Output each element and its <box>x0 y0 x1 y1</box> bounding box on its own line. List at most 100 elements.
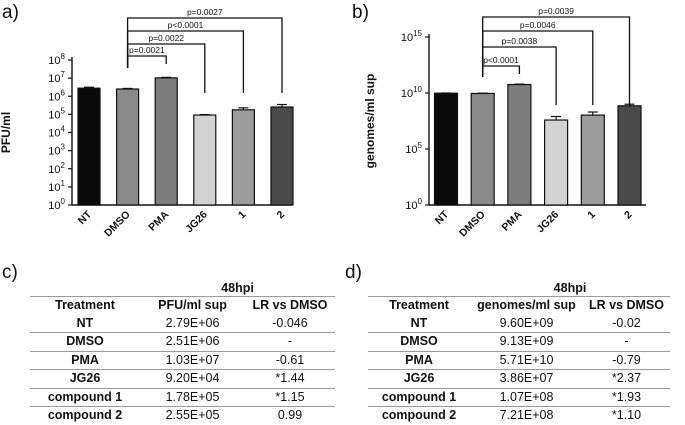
lr-cell: -0.02 <box>583 314 670 333</box>
table-row: PMA 1.03E+07 -0.61 <box>30 351 335 370</box>
value-cell: 5.71E+10 <box>470 351 583 370</box>
table-row: compound 2 7.21E+08 *1.10 <box>368 407 670 425</box>
lr-cell: -0.61 <box>245 351 335 370</box>
x-tick-label: DMSO <box>102 209 133 240</box>
value-cell: 3.86E+07 <box>470 369 583 389</box>
bar-dmso <box>115 88 140 206</box>
bar-pma <box>154 77 178 206</box>
y-axis-label: genomes/ml sup <box>363 74 377 169</box>
y-tick-label: 107 <box>48 70 65 85</box>
y-tick-label: 102 <box>48 161 65 176</box>
table-row: DMSO 2.51E+06- <box>30 332 335 352</box>
group-header: 48hpi <box>221 281 254 295</box>
p-value-label: p<0.0001 <box>483 55 519 65</box>
treatment-cell: compound 1 <box>368 388 470 407</box>
table-c-wrapper: 48hpi Treatment PFU/ml sup LR vs DMSO NT… <box>30 280 335 425</box>
bar-1 <box>580 114 605 206</box>
treatment-cell: JG26 <box>368 369 470 389</box>
y-tick-label: 100 <box>48 197 65 212</box>
table-row: PMA 5.71E+10 -0.79 <box>368 351 670 370</box>
y-tick-label: 100 <box>405 197 422 212</box>
bar-charts-figure: 100 101 102 103 104 105 106 107 108 PFU/ml NT DMSO P… <box>0 6 646 240</box>
y-tick-label: 1015 <box>401 29 423 44</box>
treatment-cell: PMA <box>30 351 140 370</box>
bar-2 <box>270 106 294 206</box>
table-row: JG26 3.86E+07 *2.37 <box>368 369 670 389</box>
treatment-cell: DMSO <box>30 332 140 352</box>
value-cell: 2.79E+06 <box>140 314 245 333</box>
treatment-cell: compound 1 <box>30 388 140 407</box>
lr-cell: *1.15 <box>245 388 335 407</box>
column-header: LR vs DMSO <box>245 296 335 315</box>
table-row: DMSO 9.13E+09- <box>368 332 670 352</box>
p-value-label: p=0.0046 <box>520 20 556 30</box>
panel-label-b: b) <box>352 2 369 23</box>
table-row: compound 1 1.07E+08 *1.93 <box>368 388 670 407</box>
table-row: NT 2.79E+06 -0.046 <box>30 314 335 333</box>
significance-bracket <box>126 55 167 68</box>
treatment-cell: compound 2 <box>381 408 457 422</box>
significance-bracket <box>126 30 245 93</box>
p-value-label: p=0.0022 <box>148 33 184 43</box>
p-value-label: p=0.0027 <box>187 7 223 17</box>
results-table-d: 48hpi Treatment genomes/ml sup LR vs DMS… <box>368 280 670 425</box>
bar-nt <box>433 92 459 206</box>
value-cell: 9.20E+04 <box>140 369 245 389</box>
table-row: compound 2 2.55E+05 0.99 <box>30 407 335 425</box>
value-cell: 7.21E+08 <box>499 408 554 422</box>
value-cell: 1.78E+05 <box>140 388 245 407</box>
y-tick-label: 101 <box>48 179 65 194</box>
lr-cell: - <box>245 332 335 352</box>
lr-cell: *1.44 <box>245 369 335 389</box>
y-tick-label: 105 <box>405 141 422 156</box>
significance-bracket <box>482 30 594 105</box>
y-tick-label: 106 <box>48 88 65 103</box>
column-header: Treatment <box>30 296 140 315</box>
column-header: genomes/ml sup <box>470 296 583 315</box>
table-row: NT 9.60E+09 -0.02 <box>368 314 670 333</box>
y-tick-label: 108 <box>48 52 65 67</box>
value-cell: 9.60E+09 <box>470 314 583 333</box>
x-tick-label: NT <box>433 208 452 227</box>
y-tick-label: 105 <box>48 106 65 121</box>
x-tick-label: 1 <box>585 209 598 222</box>
value-cell: 1.03E+07 <box>140 351 245 370</box>
significance-bracket <box>482 65 521 77</box>
treatment-cell: compound 2 <box>47 408 123 422</box>
value-cell: 9.13E+09 <box>470 332 583 352</box>
lr-cell: *2.37 <box>583 369 670 389</box>
panel-label-d: d) <box>345 262 362 283</box>
x-tick-label: PMA <box>146 208 171 233</box>
p-value-label: p<0.0001 <box>168 20 204 30</box>
value-cell: 2.51E+06 <box>140 332 245 352</box>
x-tick-label: NT <box>76 208 95 227</box>
x-tick-label: JG26 <box>535 209 562 236</box>
results-table-c: 48hpi Treatment PFU/ml sup LR vs DMSO NT… <box>30 280 335 425</box>
x-tick-label: 2 <box>275 209 288 222</box>
bar-pma <box>507 83 532 206</box>
treatment-cell: NT <box>30 314 140 333</box>
y-tick-label: 1010 <box>401 85 423 100</box>
bar-jg26 <box>543 119 569 206</box>
table-row: compound 1 1.78E+05 *1.15 <box>30 388 335 407</box>
x-tick-label: JG26 <box>183 209 210 236</box>
panel-label-c: c) <box>2 262 18 283</box>
treatment-cell: JG26 <box>30 369 140 389</box>
lr-cell: -0.046 <box>245 314 335 333</box>
table-d-wrapper: 48hpi Treatment genomes/ml sup LR vs DMS… <box>368 280 670 425</box>
lr-cell: -0.79 <box>583 351 670 370</box>
lr-cell: 0.99 <box>277 408 303 422</box>
p-value-label: p=0.0021 <box>129 45 165 55</box>
x-tick-label: 1 <box>236 209 249 222</box>
treatment-cell: DMSO <box>368 332 470 352</box>
x-tick-label: PMA <box>500 208 525 233</box>
y-tick-label: 103 <box>48 143 65 158</box>
bar-1 <box>231 109 255 206</box>
significance-bracket <box>482 16 631 105</box>
panel-label-a: a) <box>2 2 19 23</box>
x-tick-label: DMSO <box>457 209 488 240</box>
y-tick-label: 104 <box>48 125 65 140</box>
column-header: PFU/ml sup <box>140 296 245 315</box>
p-value-label: p=0.0038 <box>502 36 538 46</box>
bar-2 <box>617 105 642 206</box>
